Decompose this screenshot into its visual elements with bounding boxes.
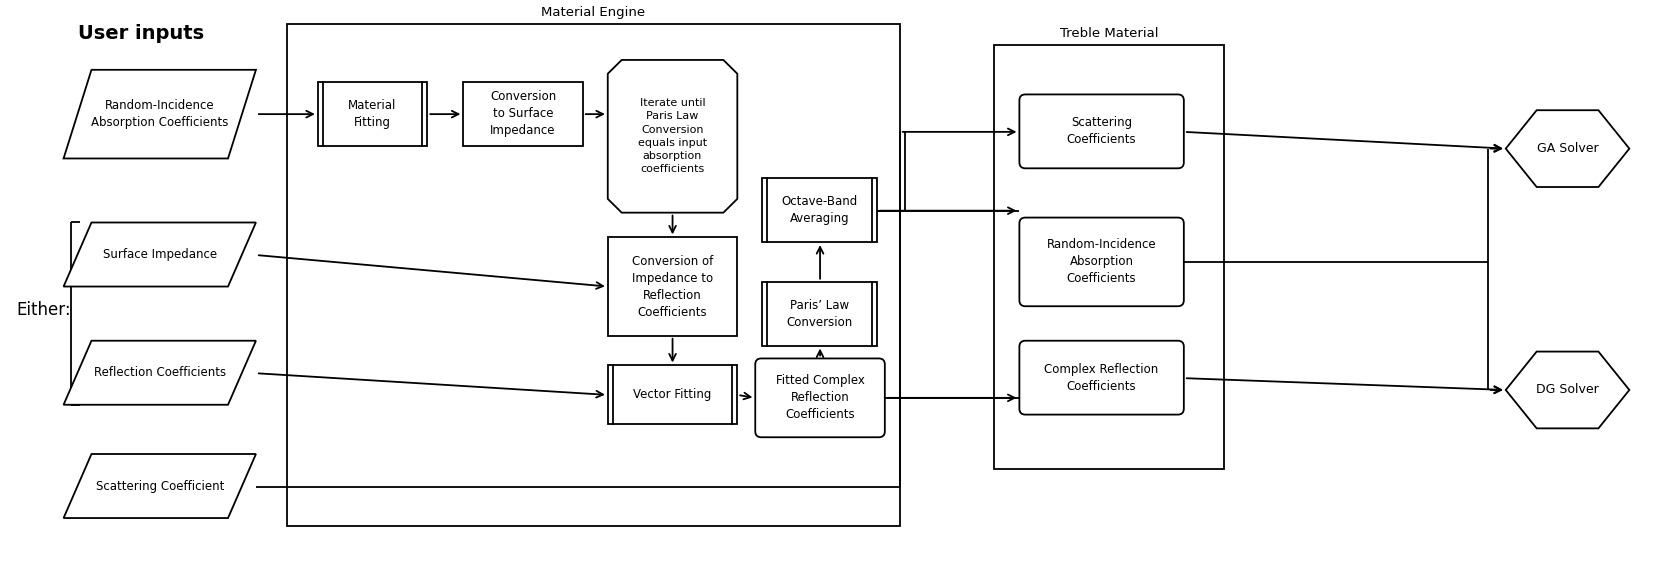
Polygon shape: [1506, 110, 1630, 187]
Text: Fitted Complex
Reflection
Coefficients: Fitted Complex Reflection Coefficients: [775, 374, 865, 421]
Text: Reflection Coefficients: Reflection Coefficients: [94, 366, 225, 380]
FancyBboxPatch shape: [755, 358, 885, 437]
Text: Complex Reflection
Coefficients: Complex Reflection Coefficients: [1044, 363, 1159, 393]
Polygon shape: [63, 70, 256, 159]
Text: User inputs: User inputs: [77, 24, 204, 43]
Text: Treble Material: Treble Material: [1060, 27, 1159, 40]
FancyBboxPatch shape: [1019, 217, 1184, 306]
Text: Octave-Band
Averaging: Octave-Band Averaging: [782, 195, 858, 225]
Text: DG Solver: DG Solver: [1536, 384, 1598, 397]
Text: Surface Impedance: Surface Impedance: [102, 248, 217, 261]
Polygon shape: [63, 341, 256, 405]
Text: Iterate until
Paris Law
Conversion
equals input
absorption
coefficients: Iterate until Paris Law Conversion equal…: [638, 98, 706, 174]
Text: Material Engine: Material Engine: [541, 6, 645, 18]
Text: Either:: Either:: [17, 301, 72, 319]
Polygon shape: [608, 60, 738, 213]
Text: Conversion
to Surface
Impedance: Conversion to Surface Impedance: [489, 90, 556, 137]
Bar: [762, 178, 877, 242]
Polygon shape: [1506, 351, 1630, 428]
Text: Vector Fitting: Vector Fitting: [633, 388, 711, 401]
Text: Conversion of
Impedance to
Reflection
Coefficients: Conversion of Impedance to Reflection Co…: [631, 255, 713, 319]
FancyBboxPatch shape: [1019, 94, 1184, 168]
Text: Scattering
Coefficients: Scattering Coefficients: [1067, 116, 1136, 147]
Bar: [608, 237, 738, 336]
Text: GA Solver: GA Solver: [1536, 142, 1598, 155]
Bar: [317, 82, 428, 145]
FancyBboxPatch shape: [1019, 341, 1184, 415]
Bar: [762, 282, 877, 346]
Text: Scattering Coefficient: Scattering Coefficient: [95, 480, 224, 493]
Text: Random-Incidence
Absorption Coefficients: Random-Incidence Absorption Coefficients: [92, 99, 229, 129]
Bar: [463, 82, 583, 145]
Polygon shape: [63, 454, 256, 518]
Bar: [994, 45, 1224, 469]
Polygon shape: [63, 223, 256, 286]
Text: Random-Incidence
Absorption
Coefficients: Random-Incidence Absorption Coefficients: [1047, 239, 1156, 285]
Text: Paris’ Law
Conversion: Paris’ Law Conversion: [787, 298, 853, 329]
Text: Material
Fitting: Material Fitting: [349, 99, 397, 129]
Bar: [608, 365, 738, 424]
Bar: [287, 24, 900, 526]
